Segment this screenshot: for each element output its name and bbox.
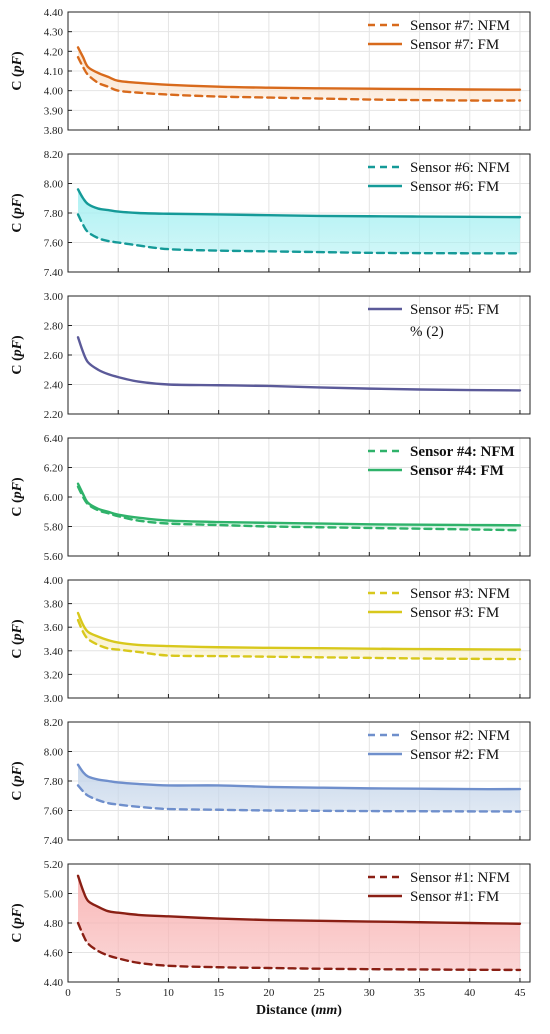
y-tick-label: 2.80 (44, 321, 64, 333)
x-tick-label: 45 (514, 987, 526, 999)
y-tick-label: 4.40 (44, 977, 64, 989)
y-axis-label: C (pF) (10, 193, 25, 233)
series-line-nfm (76, 213, 522, 255)
y-tick-label: 7.60 (44, 806, 64, 818)
series-line-fm (76, 336, 522, 392)
band-fill (78, 189, 520, 254)
y-tick-label: 6.40 (44, 433, 64, 445)
y-tick-label: 5.60 (44, 551, 64, 563)
y-tick-label: 8.20 (44, 717, 64, 729)
x-tick-label: 25 (314, 987, 326, 999)
y-tick-label: 7.40 (44, 835, 64, 847)
y-tick-label: 3.20 (44, 669, 64, 681)
legend-label: Sensor #5: FM (410, 302, 499, 318)
x-tick-label: 15 (213, 987, 225, 999)
y-tick-label: 4.10 (44, 66, 64, 78)
y-tick-label: 8.00 (44, 179, 64, 191)
chart-panel-3: 2.20 2.40 2.60 2.80 3.00 C (pF) Sensor #5: FM%… (10, 291, 531, 421)
series-line-nfm (76, 618, 522, 661)
series-line-nfm (76, 784, 522, 813)
legend-label: Sensor #2: NFM (410, 728, 510, 744)
legend-note: % (2) (410, 324, 444, 340)
y-tick-label: 6.00 (44, 492, 64, 504)
y-tick-label: 3.80 (44, 599, 64, 611)
legend-label: Sensor #1: FM (410, 889, 499, 905)
legend-label: Sensor #3: FM (410, 605, 499, 621)
series-line-nfm (76, 921, 522, 972)
y-tick-label: 3.60 (44, 622, 64, 634)
series-line-fm (76, 611, 522, 651)
series-line-fm (76, 763, 522, 791)
y-tick-label: 3.40 (44, 646, 64, 658)
series-line-fm (76, 874, 522, 925)
y-tick-label: 3.80 (44, 125, 64, 137)
series-line-fm (76, 482, 522, 527)
y-axis-label: C (pF) (10, 619, 25, 659)
series-line-nfm (76, 56, 522, 102)
x-tick-label: 0 (65, 987, 71, 999)
legend-label: Sensor #6: NFM (410, 160, 510, 176)
y-tick-label: 4.40 (44, 7, 64, 19)
y-tick-label: 6.20 (44, 463, 64, 475)
y-tick-label: 5.80 (44, 522, 64, 534)
y-axis-label: C (pF) (10, 477, 25, 517)
y-tick-label: 3.00 (44, 693, 64, 705)
y-tick-label: 4.30 (44, 27, 64, 39)
y-axis-label: C (pF) (10, 761, 25, 801)
chart-panel-5: 3.00 3.20 3.40 3.60 3.80 4.00 C (pF) Sensor #3:… (10, 575, 531, 705)
chart-panel-4: 5.60 5.80 6.00 6.20 6.40 C (pF) Sensor #4: NFM… (10, 433, 531, 563)
y-tick-label: 8.20 (44, 149, 64, 161)
y-tick-label: 2.40 (44, 380, 64, 392)
y-tick-label: 4.00 (44, 86, 64, 98)
y-tick-label: 7.60 (44, 238, 64, 250)
chart-panel-2: 7.40 7.60 7.80 8.00 8.20 C (pF) Sensor #6: NFM… (10, 149, 531, 279)
y-tick-label: 2.60 (44, 350, 64, 362)
legend-label: Sensor #4: NFM (410, 444, 515, 460)
legend-label: Sensor #7: NFM (410, 18, 510, 34)
band-fill (78, 875, 520, 970)
plot-area (68, 580, 530, 698)
legend-label: Sensor #4: FM (410, 463, 504, 479)
x-tick-label: 20 (263, 987, 275, 999)
y-tick-label: 7.40 (44, 267, 64, 279)
chart-panel-6: 7.40 7.60 7.80 8.00 8.20 C (pF) Sensor #2: NFM… (10, 717, 531, 847)
legend-label: Sensor #2: FM (410, 747, 499, 763)
y-tick-label: 3.90 (44, 105, 64, 117)
y-axis-label: C (pF) (10, 903, 25, 943)
y-axis-label: C (pF) (10, 51, 25, 91)
x-tick-label: 5 (115, 987, 121, 999)
series-line-fm (76, 46, 522, 91)
y-tick-label: 3.00 (44, 291, 64, 303)
x-tick-label: 35 (414, 987, 426, 999)
legend-label: Sensor #6: FM (410, 179, 499, 195)
y-axis-label: C (pF) (10, 335, 25, 375)
plot-frame (67, 579, 531, 699)
x-tick-label: 40 (464, 987, 476, 999)
y-tick-label: 4.00 (44, 575, 64, 587)
x-axis-label: Distance (mm) (256, 1003, 342, 1018)
series-line-fm (76, 188, 522, 219)
x-tick-label: 30 (364, 987, 376, 999)
y-tick-label: 7.80 (44, 776, 64, 788)
y-tick-label: 4.60 (44, 948, 64, 960)
band-fill (78, 47, 520, 101)
y-tick-label: 7.80 (44, 208, 64, 220)
legend-label: Sensor #1: NFM (410, 870, 510, 886)
chart-panel-7: 4.40 4.60 4.80 5.00 5.20 C (pF) Sensor #1: NFM… (10, 859, 531, 1018)
y-tick-label: 5.00 (44, 889, 64, 901)
y-tick-label: 4.80 (44, 918, 64, 930)
y-tick-label: 2.20 (44, 409, 64, 421)
chart-panel-1: 3.80 3.90 4.00 4.10 4.20 4.30 4.40 C (pF) Sensor… (10, 7, 531, 137)
y-tick-label: 8.00 (44, 747, 64, 759)
legend-label: Sensor #7: FM (410, 37, 499, 53)
x-tick-label: 10 (163, 987, 175, 999)
y-tick-label: 4.20 (44, 46, 64, 58)
y-tick-label: 5.20 (44, 859, 64, 871)
legend-label: Sensor #3: NFM (410, 586, 510, 602)
